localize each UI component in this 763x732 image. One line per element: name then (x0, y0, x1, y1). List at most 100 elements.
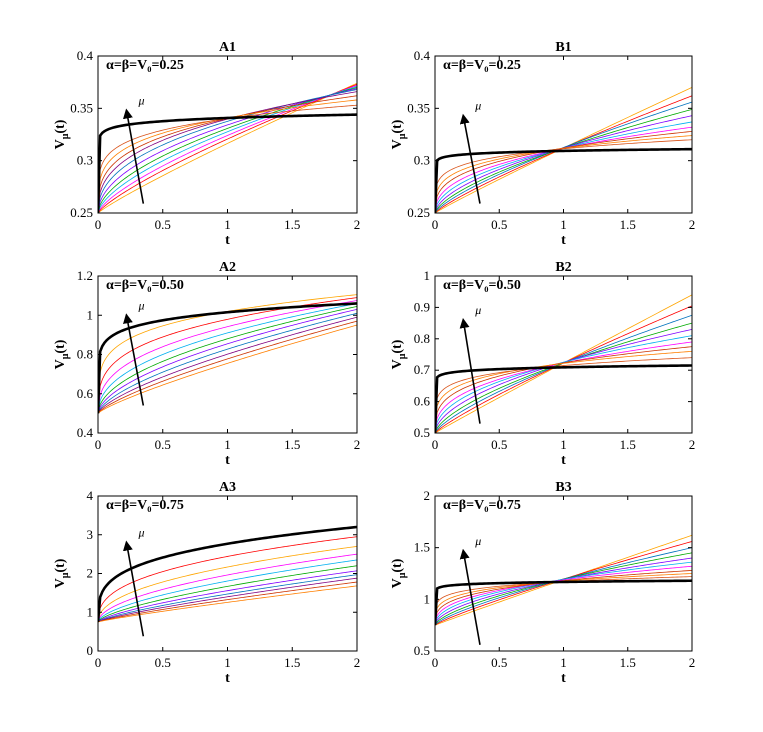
x-axis-label: t (561, 453, 566, 468)
series-group (98, 294, 357, 414)
mu-label: μ (137, 93, 144, 107)
y-axis-label: Vμ(t) (53, 558, 71, 588)
series-line-3 (98, 84, 357, 213)
parameter-annotation: α=β=V₀=0.50 (443, 278, 521, 293)
series-line-thick (98, 113, 357, 213)
panel-title: B3 (555, 480, 571, 495)
x-tick-label: 2 (689, 655, 696, 670)
series-line-7 (98, 312, 357, 414)
x-tick-label: 2 (689, 217, 696, 232)
x-tick-label: 1 (560, 655, 567, 670)
mu-label: μ (474, 99, 481, 113)
series-line-9 (435, 350, 692, 433)
series-group (435, 87, 692, 213)
series-line-thick (435, 364, 692, 433)
y-tick-label: 0.8 (77, 347, 93, 362)
y-tick-label: 0.5 (414, 643, 430, 658)
series-line-5 (435, 115, 692, 213)
x-tick-label: 2 (354, 437, 361, 452)
y-tick-label: 1 (424, 591, 431, 606)
series-line-1 (98, 82, 357, 213)
x-tick-label: 2 (354, 655, 361, 670)
y-tick-label: 0.4 (414, 48, 431, 63)
panel-a3: 0 0.5 1 1.5 2 0 1 2 3 4 A3 t Vμ(t) α=β=V₀=0.75 μ (53, 480, 360, 686)
y-tick-label: 0.4 (77, 48, 94, 63)
mu-arrow (459, 317, 481, 424)
series-line-9 (98, 581, 357, 623)
x-axis-label: t (225, 671, 230, 686)
parameter-annotation: α=β=V₀=0.25 (443, 58, 521, 73)
x-tick-label: 2 (689, 437, 696, 452)
series-line-thick (98, 525, 357, 623)
y-tick-label: 0 (87, 643, 94, 658)
y-axis-label: Vμ(t) (53, 119, 71, 149)
series-line-6 (98, 88, 357, 213)
series-line-7 (98, 574, 357, 623)
mu-arrow (122, 108, 145, 204)
y-tick-label: 0.9 (414, 299, 430, 314)
series-line-6 (435, 335, 692, 433)
x-tick-label: 0 (95, 655, 102, 670)
y-tick-label: 0.25 (407, 205, 430, 220)
y-axis-label: Vμ(t) (53, 339, 71, 369)
x-tick-label: 1 (224, 655, 231, 670)
y-tick-label: 0.25 (70, 205, 93, 220)
series-line-8 (435, 346, 692, 433)
series-group (435, 534, 692, 626)
panel-a2: 0 0.5 1 1.5 2 0.4 0.6 0.8 1 1.2 A2 t Vμ(t) α=β=V₀=0.5… (53, 260, 360, 468)
y-tick-label: 2 (87, 566, 94, 581)
x-tick-label: 0 (432, 437, 439, 452)
x-tick-label: 1.5 (284, 655, 300, 670)
series-line-4 (98, 559, 357, 623)
series-line-3 (435, 547, 692, 626)
series-line-2 (98, 545, 357, 623)
panel-b1: 0 0.5 1 1.5 2 0.25 0.3 0.35 0.4 B1 t Vμ(t) α=β=V₀=0.… (390, 40, 695, 248)
panel-title: B1 (555, 40, 571, 55)
mu-arrow (122, 540, 145, 637)
y-tick-label: 0.6 (77, 386, 94, 401)
y-tick-label: 0.4 (77, 425, 94, 440)
mu-label: μ (137, 298, 144, 312)
x-tick-label: 0.5 (491, 437, 507, 452)
x-tick-label: 0.5 (491, 655, 507, 670)
series-line-6 (435, 561, 692, 626)
y-tick-label: 0.8 (414, 331, 430, 346)
axes-box (97, 495, 358, 652)
x-tick-label: 1 (224, 217, 231, 232)
series-line-6 (98, 570, 357, 623)
parameter-annotation: α=β=V₀=0.25 (106, 58, 184, 73)
panel-a1: 0 0.5 1 1.5 2 0.25 0.3 0.35 0.4 A1 t Vμ(t) α=β=V₀=0.… (53, 40, 360, 248)
series-line-10 (435, 139, 692, 213)
x-tick-label: 1.5 (284, 437, 300, 452)
series-line-8 (435, 570, 692, 626)
y-tick-label: 1.2 (77, 268, 93, 283)
x-tick-label: 1.5 (284, 217, 300, 232)
x-axis-label: t (561, 233, 566, 248)
series-line-4 (435, 108, 692, 213)
panel-title: A1 (219, 40, 236, 55)
panel-b2: 0 0.5 1 1.5 20.50.60.70.80.91B2tVμ(t)α=β=V₀=… (390, 260, 695, 468)
series-line-4 (98, 303, 357, 414)
series-line-9 (435, 135, 692, 213)
x-tick-label: 2 (354, 217, 361, 232)
y-tick-label: 0.3 (77, 153, 93, 168)
x-tick-label: 1.5 (620, 655, 636, 670)
y-axis-label: Vμ(t) (390, 558, 408, 588)
series-line-3 (98, 300, 357, 414)
series-line-10 (435, 357, 692, 433)
series-line-thick (435, 579, 692, 626)
x-tick-label: 1.5 (620, 217, 636, 232)
series-line-5 (98, 87, 357, 213)
y-tick-label: 4 (87, 488, 94, 503)
mu-arrow (123, 313, 145, 406)
y-tick-label: 0.6 (414, 394, 431, 409)
series-line-1 (98, 536, 357, 623)
series-group (98, 82, 357, 213)
x-axis-label: t (561, 671, 566, 686)
series-line-5 (98, 306, 357, 414)
x-tick-label: 0 (432, 217, 439, 232)
y-tick-label: 0.35 (70, 100, 93, 115)
x-axis-label: t (225, 233, 230, 248)
series-line-2 (98, 297, 357, 414)
